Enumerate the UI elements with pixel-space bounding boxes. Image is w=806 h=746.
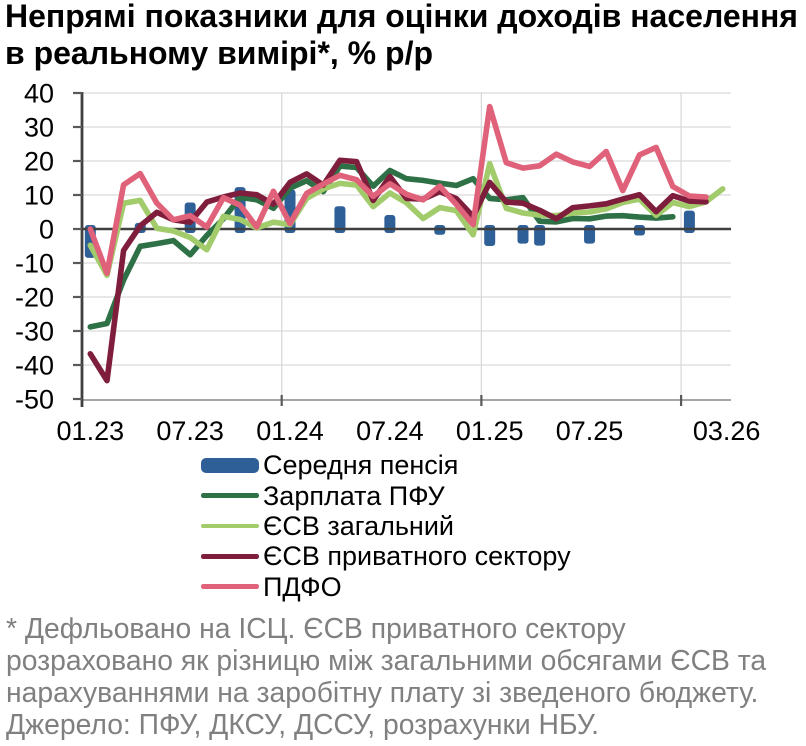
x-axis-label: 01.25 [456,416,524,446]
legend-swatch-bar [201,457,259,473]
legend-item: ЄСВ приватного сектору [201,541,571,571]
legend-item: ЄСВ загальний [201,511,571,541]
x-axis-label: 07.24 [356,416,424,446]
pension-bar [334,206,346,233]
x-axis-label: 01.23 [57,416,125,446]
legend-swatch-line [201,554,259,559]
legend-item: ПДФО [201,572,571,602]
wage-pfu-line [87,163,676,330]
pdfo-line [87,103,709,277]
y-axis-label: 10 [24,181,54,211]
y-axis-label: 40 [24,79,54,109]
x-axis-label: 07.25 [556,416,624,446]
legend-item: Середня пенсія [201,450,571,480]
y-axis-label: -40 [15,351,54,381]
x-axis-label: 03.26 [693,416,761,446]
legend-label: Зарплата ПФУ [263,480,445,511]
legend-label: ПДФО [263,571,342,602]
legend-swatch-line [201,493,259,498]
legend: Середня пенсія Зарплата ПФУ ЄСВ загальний Є… [201,450,571,602]
legend-label: ЄСВ загальний [263,510,454,541]
legend-swatch-line [201,523,259,529]
y-axis-label: 30 [24,113,54,143]
y-axis-label: -20 [15,283,54,313]
x-axis-label: 01.24 [256,416,324,446]
y-axis-label: 20 [24,147,54,177]
y-axis-label: -10 [15,249,54,279]
y-axis-label: 0 [39,215,54,245]
y-axis-label: -30 [15,317,54,347]
esv-total-line [87,160,726,279]
legend-swatch-line [201,584,259,590]
chart-title: Непрямі показники для оцінки доходів нас… [5,0,798,71]
legend-label: ЄСВ приватного сектору [263,541,571,572]
legend-item: Зарплата ПФУ [201,480,571,511]
esv-private-line [87,157,709,384]
pension-bar [683,210,695,233]
x-axis-label: 07.23 [156,416,224,446]
footnote: * Дефльовано на ІСЦ. ЄСВ приватного сект… [6,612,767,740]
pension-bar [384,215,396,233]
y-axis-label: -50 [15,385,54,415]
legend-label: Середня пенсія [263,450,459,481]
